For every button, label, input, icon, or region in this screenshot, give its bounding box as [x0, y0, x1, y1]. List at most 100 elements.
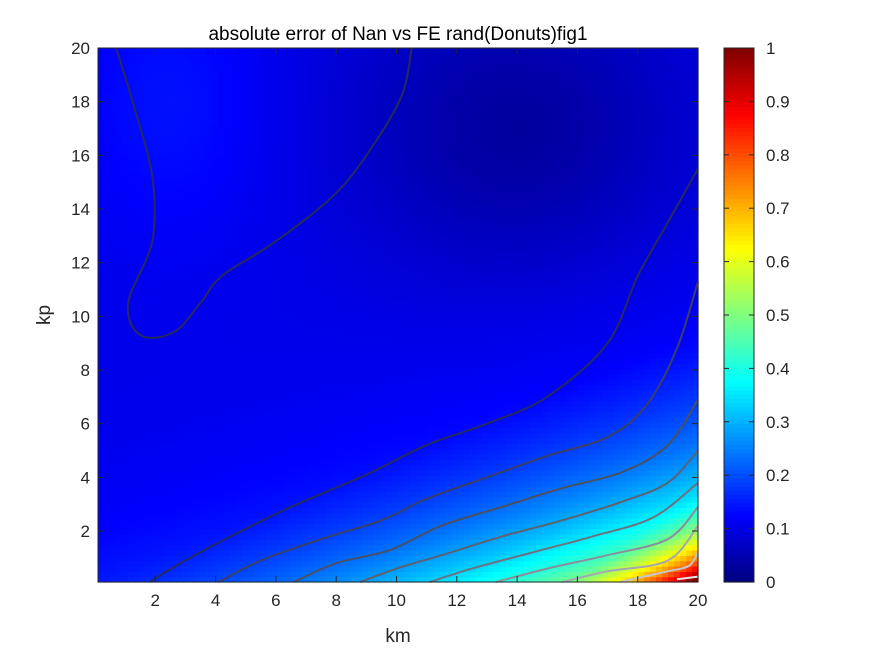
heatmap-cell	[356, 523, 363, 530]
heatmap-cell	[530, 320, 537, 327]
heatmap-cell	[104, 389, 111, 396]
heatmap-cell	[596, 347, 603, 353]
heatmap-cell	[308, 320, 315, 327]
heatmap-cell	[140, 517, 147, 524]
heatmap-cell	[230, 555, 237, 562]
heatmap-cell	[476, 437, 483, 444]
heatmap-cell	[596, 416, 603, 423]
heatmap-cell	[464, 549, 471, 556]
heatmap-cell	[380, 560, 387, 567]
heatmap-cell	[386, 544, 393, 551]
heatmap-cell	[650, 432, 657, 439]
heatmap-cell	[422, 501, 429, 508]
heatmap-cell	[242, 427, 249, 434]
heatmap-cell	[164, 507, 171, 514]
heatmap-cell	[620, 517, 627, 524]
heatmap-cell	[272, 555, 279, 562]
heatmap-cell	[680, 528, 687, 535]
heatmap-cell	[116, 496, 123, 503]
heatmap-cell	[218, 357, 225, 364]
heatmap-cell	[452, 491, 459, 498]
heatmap-cell	[284, 533, 291, 540]
heatmap-cell	[254, 432, 261, 439]
heatmap-cell	[434, 469, 441, 476]
heatmap-cell	[458, 325, 465, 332]
heatmap-cell	[260, 331, 267, 337]
heatmap-cell	[638, 405, 645, 412]
heatmap-cell	[392, 389, 399, 396]
heatmap-cell	[602, 389, 609, 396]
heatmap-cell	[272, 341, 279, 348]
heatmap-cell	[662, 528, 669, 535]
heatmap-cell	[386, 459, 393, 466]
heatmap-cell	[356, 496, 363, 503]
heatmap-cell	[668, 469, 675, 476]
heatmap-cell	[668, 373, 675, 380]
heatmap-cell	[632, 496, 639, 503]
heatmap-cell	[500, 405, 507, 412]
heatmap-cell	[224, 416, 231, 423]
heatmap-cell	[410, 384, 417, 391]
heatmap-cell	[260, 416, 267, 423]
heatmap-cell	[590, 373, 597, 380]
heatmap-cell	[506, 459, 513, 466]
heatmap-cell	[524, 416, 531, 423]
heatmap-cell	[680, 379, 687, 386]
heatmap-cell	[362, 496, 369, 503]
heatmap-cell	[482, 523, 489, 530]
heatmap-cell	[656, 443, 663, 450]
heatmap-cell	[248, 528, 255, 535]
heatmap-cell	[602, 336, 609, 343]
heatmap-cell	[662, 331, 669, 337]
heatmap-cell	[218, 496, 225, 503]
heatmap-cell	[554, 571, 561, 578]
heatmap-cell	[464, 325, 471, 332]
heatmap-cell	[638, 507, 645, 514]
heatmap-cell	[188, 411, 195, 418]
heatmap-cell	[392, 549, 399, 556]
heatmap-cell	[260, 512, 267, 519]
heatmap-cell	[488, 517, 495, 524]
heatmap-cell	[236, 501, 243, 508]
heatmap-cell	[434, 357, 441, 364]
heatmap-cell	[392, 443, 399, 450]
heatmap-cell	[446, 544, 453, 551]
heatmap-cell	[212, 512, 219, 519]
heatmap-cell	[578, 363, 585, 369]
heatmap-cell	[170, 325, 177, 332]
heatmap-cell	[200, 427, 207, 434]
heatmap-cell	[494, 560, 501, 567]
heatmap-cell	[650, 544, 657, 551]
heatmap-cell	[206, 331, 213, 337]
heatmap-cell	[260, 565, 267, 572]
heatmap-cell	[98, 379, 105, 386]
heatmap-cell	[674, 395, 681, 402]
heatmap-cell	[320, 480, 327, 487]
heatmap-cell	[200, 437, 207, 444]
heatmap-cell	[158, 336, 165, 343]
heatmap-cell	[686, 341, 693, 348]
heatmap-cell	[122, 336, 129, 343]
heatmap-cell	[488, 475, 495, 482]
heatmap-cell	[140, 368, 147, 375]
heatmap-cell	[290, 576, 297, 583]
heatmap-cell	[266, 459, 273, 466]
heatmap-cell	[170, 416, 177, 423]
heatmap-cell	[608, 448, 615, 455]
heatmap-cell	[404, 421, 411, 428]
heatmap-cell	[662, 501, 669, 508]
heatmap-cell	[464, 571, 471, 578]
heatmap-cell	[632, 565, 639, 572]
heatmap-cell	[302, 555, 309, 562]
heatmap-cell	[230, 347, 237, 353]
heatmap-cell	[164, 416, 171, 423]
heatmap-cell	[320, 464, 327, 471]
heatmap-cell	[560, 555, 567, 562]
heatmap-cell	[578, 384, 585, 391]
heatmap-cell	[326, 384, 333, 391]
heatmap-cell	[404, 501, 411, 508]
heatmap-cell	[572, 453, 579, 460]
heatmap-cell	[254, 379, 261, 386]
heatmap-cell	[314, 469, 321, 476]
heatmap-cell	[296, 485, 303, 492]
